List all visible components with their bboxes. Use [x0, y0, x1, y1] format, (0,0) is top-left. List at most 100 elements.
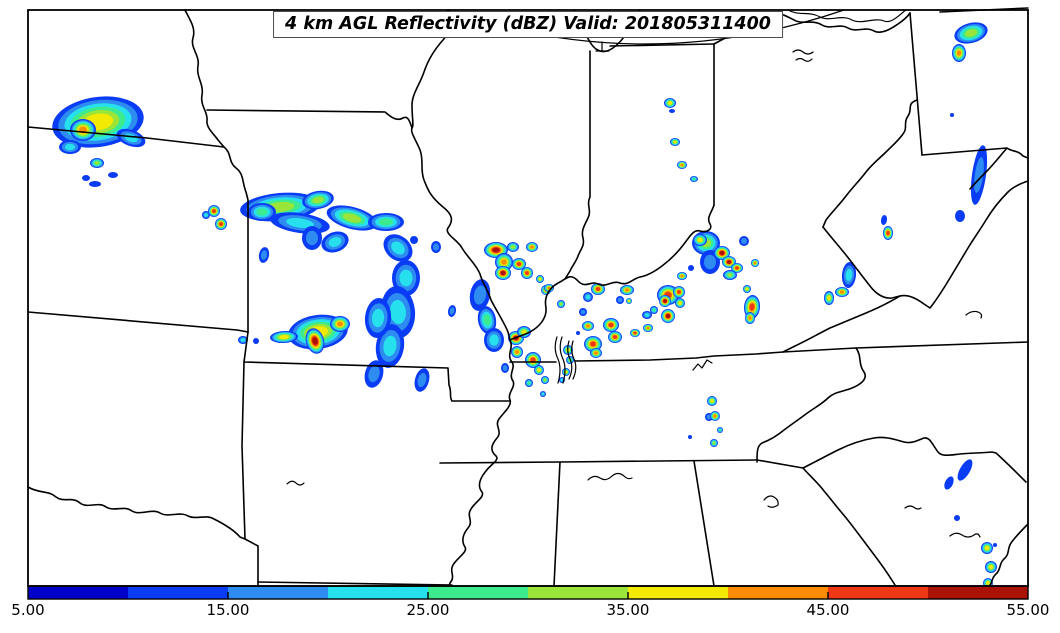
- radar-cell: [330, 316, 350, 332]
- radar-cell: [835, 287, 849, 297]
- radar-cell: [507, 242, 519, 252]
- radar-cell: [675, 298, 685, 308]
- radar-cell: [603, 318, 619, 332]
- radar-cell: [690, 176, 698, 182]
- radar-cell: [248, 203, 276, 221]
- radar-cell: [952, 44, 966, 62]
- radar-cell: [661, 309, 675, 323]
- lake-marion-outline: [904, 505, 981, 538]
- radar-cell: [669, 109, 675, 113]
- radar-cell: [431, 241, 441, 253]
- radar-cell: [584, 336, 602, 352]
- radar-cell: [557, 300, 565, 308]
- radar-cell: [302, 226, 322, 250]
- radar-cell: [710, 439, 718, 447]
- lake-erie-islands: [792, 49, 814, 62]
- radar-cell: [616, 296, 624, 304]
- indiana-michigan-border: [609, 43, 715, 47]
- radar-cell: [731, 263, 743, 273]
- radar-cell: [693, 234, 707, 246]
- radar-cell: [981, 542, 993, 554]
- atlantic-coastline: [988, 523, 1029, 587]
- mississippi-river-upper: [410, 9, 511, 341]
- oklahoma-arkansas-border: [241, 361, 259, 587]
- radar-cell: [517, 326, 531, 338]
- colorbar-segment: [728, 586, 828, 599]
- illinois-indiana-border: [564, 50, 591, 280]
- ohio-westvirginia-river: [822, 99, 918, 228]
- virginia-river-squiggle: [965, 310, 983, 319]
- radar-cell: [620, 285, 634, 295]
- colorbar-tick-label: 25.00: [406, 601, 450, 619]
- red-river-border: [27, 486, 246, 540]
- radar-cell: [541, 376, 549, 384]
- tennessee-river-alabama-squiggle: [587, 472, 633, 481]
- radar-cell: [70, 119, 96, 141]
- radar-cell: [880, 215, 888, 225]
- state-boundaries: [27, 7, 1029, 587]
- radar-cell: [540, 391, 546, 397]
- bigsandy-river-border: [822, 226, 901, 299]
- map-border: [27, 9, 1029, 587]
- radar-cell: [253, 338, 259, 344]
- border-river-squiggle: [692, 359, 713, 371]
- radar-cell: [954, 22, 988, 44]
- radar-cell: [368, 213, 404, 231]
- pennsylvania-south-border: [921, 147, 1029, 190]
- radar-cell: [562, 368, 570, 376]
- radar-cell: [743, 285, 751, 293]
- radar-cell: [364, 298, 392, 338]
- lake-erie-north-shore: [787, 9, 907, 23]
- radar-cell: [677, 272, 687, 280]
- radar-cell: [469, 279, 491, 311]
- radar-cell: [841, 262, 857, 288]
- radar-cell: [108, 172, 118, 178]
- radar-cell: [321, 231, 349, 253]
- lake-michigan-harbor-mark: [595, 41, 610, 52]
- radar-cell: [955, 210, 965, 222]
- radar-cell: [751, 259, 759, 267]
- radar-cell: [477, 306, 497, 334]
- colorbar-segment: [828, 586, 928, 599]
- colorbar-tick-label: 45.00: [806, 601, 850, 619]
- radar-cell: [380, 286, 416, 338]
- arkansas-louisiana-border: [257, 581, 453, 586]
- radar-cell: [664, 98, 676, 108]
- radar-cell: [215, 218, 227, 230]
- radar-cell: [579, 308, 587, 316]
- oklahoma-river-squiggle: [286, 480, 305, 486]
- radar-cell: [59, 140, 81, 154]
- radar-cell: [582, 321, 594, 331]
- colorbar-segment: [528, 586, 628, 599]
- northcarolina-tennessee-border: [756, 347, 867, 463]
- colorbar-tick-label: 15.00: [206, 601, 250, 619]
- radar-cell: [511, 346, 523, 358]
- colorbar-segment: [928, 586, 1028, 599]
- lake-barkley-outline: [567, 340, 577, 380]
- radar-cell: [512, 258, 526, 270]
- radar-cell: [484, 328, 504, 352]
- georgia-river-squiggle: [763, 495, 779, 508]
- radar-cell: [954, 515, 960, 521]
- northcarolina-southcarolina-border: [756, 436, 1027, 483]
- radar-cell: [722, 256, 736, 268]
- radar-cell: [302, 190, 334, 210]
- kentucky-lake-outline: [554, 336, 566, 384]
- radar-cell: [590, 348, 602, 358]
- radar-cell: [576, 331, 580, 335]
- radar-cell: [993, 543, 997, 547]
- radar-cell: [326, 205, 378, 231]
- plot-title: 4 km AGL Reflectivity (dBZ) Valid: 20180…: [285, 14, 771, 34]
- alabama-georgia-border: [693, 460, 715, 587]
- radar-cell: [525, 379, 533, 387]
- radar-cell: [743, 295, 761, 319]
- radar-cell: [944, 476, 954, 490]
- radar-cell: [495, 253, 513, 271]
- radar-cell: [957, 459, 973, 481]
- ohio-river: [509, 204, 715, 341]
- radar-cell: [495, 266, 511, 280]
- radar-cell: [970, 145, 988, 205]
- radar-cell: [714, 246, 730, 260]
